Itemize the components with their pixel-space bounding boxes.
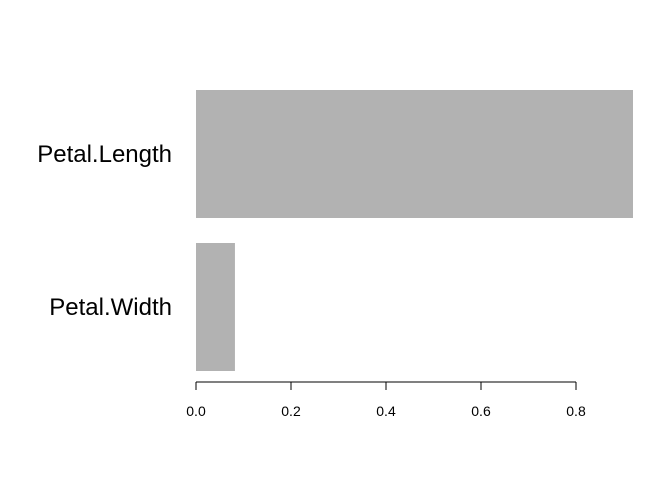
category-label-petal-width: Petal.Width [49,294,172,321]
bars-group [196,90,633,371]
bar-petal-width [196,243,235,371]
category-label-petal-length: Petal.Length [37,141,172,168]
x-tick-label: 0.4 [376,403,396,419]
x-tick-label: 0.6 [471,403,491,419]
x-axis: 0.0 0.2 0.4 0.6 0.8 [186,381,586,419]
x-tick-label: 0.2 [281,403,301,419]
bar-petal-length [196,90,633,218]
category-labels: Petal.Length Petal.Width [37,141,172,321]
x-tick-label: 0.8 [566,403,586,419]
x-tick-label: 0.0 [186,403,206,419]
